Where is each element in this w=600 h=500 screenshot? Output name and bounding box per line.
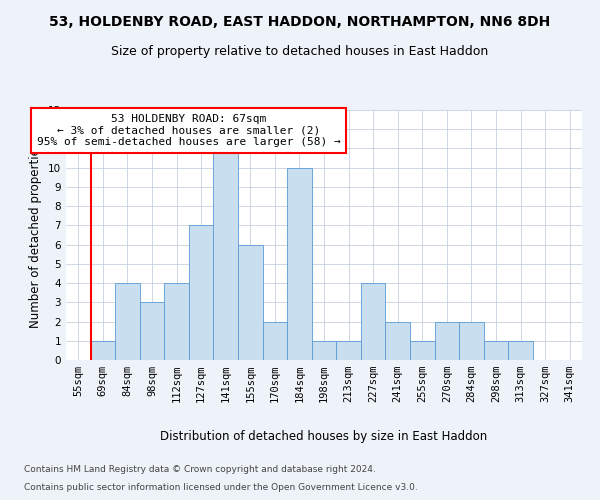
Bar (385, 322, 410, 360)
Bar (189, 226, 214, 360)
Text: Contains HM Land Registry data © Crown copyright and database right 2024.: Contains HM Land Registry data © Crown c… (24, 465, 376, 474)
Text: Distribution of detached houses by size in East Haddon: Distribution of detached houses by size … (160, 430, 488, 443)
Bar (115, 283, 140, 360)
Bar (459, 322, 484, 360)
Bar (336, 341, 361, 360)
Bar (434, 322, 459, 360)
Bar (238, 244, 263, 360)
Y-axis label: Number of detached properties: Number of detached properties (29, 142, 43, 328)
Bar (263, 322, 287, 360)
Bar (140, 302, 164, 360)
Bar (214, 148, 238, 360)
Text: Size of property relative to detached houses in East Haddon: Size of property relative to detached ho… (112, 45, 488, 58)
Bar (164, 283, 189, 360)
Bar (312, 341, 336, 360)
Bar (361, 283, 385, 360)
Bar (287, 168, 312, 360)
Text: Contains public sector information licensed under the Open Government Licence v3: Contains public sector information licen… (24, 482, 418, 492)
Bar (508, 341, 533, 360)
Bar (410, 341, 434, 360)
Bar (91, 341, 115, 360)
Text: 53 HOLDENBY ROAD: 67sqm
← 3% of detached houses are smaller (2)
95% of semi-deta: 53 HOLDENBY ROAD: 67sqm ← 3% of detached… (37, 114, 341, 147)
Bar (484, 341, 508, 360)
Text: 53, HOLDENBY ROAD, EAST HADDON, NORTHAMPTON, NN6 8DH: 53, HOLDENBY ROAD, EAST HADDON, NORTHAMP… (49, 15, 551, 29)
